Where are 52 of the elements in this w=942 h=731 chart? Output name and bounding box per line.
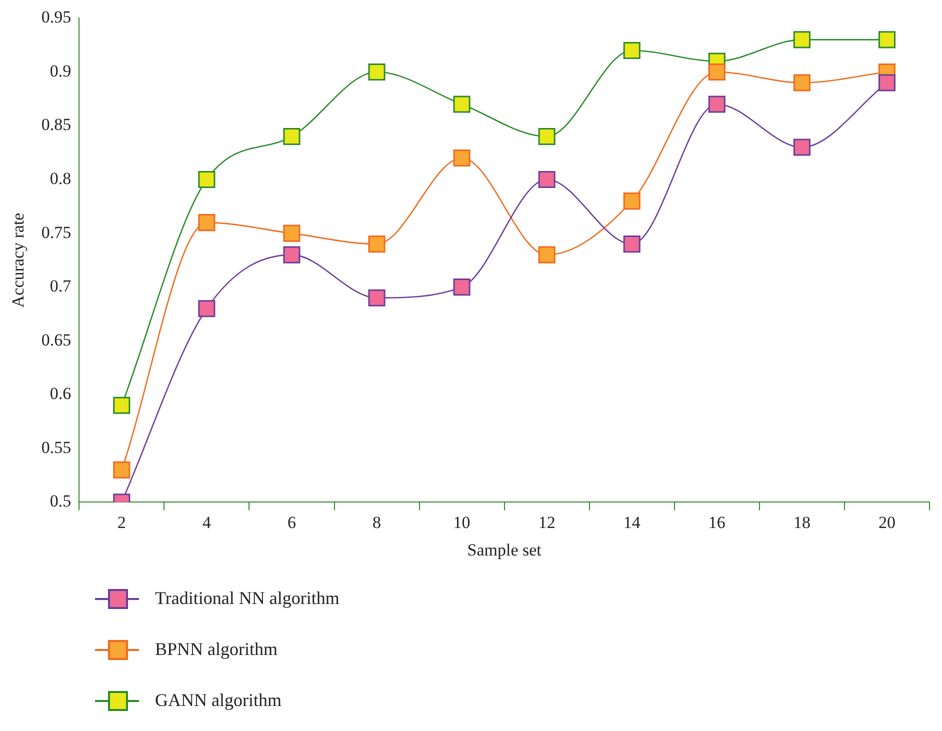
x-tick-label: 12: [538, 512, 556, 532]
point: [198, 300, 216, 318]
point: [878, 31, 896, 48]
y-tick-label: 0.65: [41, 330, 72, 350]
y-axis-title: Accuracy rate: [8, 212, 28, 308]
y-tick-label: 0.9: [50, 61, 72, 80]
y-tick-label: 0.75: [41, 222, 72, 242]
legend-label: Traditional NN algorithm: [155, 588, 340, 609]
point: [283, 224, 300, 242]
point: [368, 236, 386, 253]
point: [453, 278, 470, 296]
y-tick-label: 0.7: [50, 276, 72, 296]
point: [793, 138, 810, 156]
point: [623, 42, 640, 59]
y-tick-label: 0.85: [41, 115, 72, 134]
x-tick-label: 20: [878, 512, 896, 532]
legend-label: GANN algorithm: [155, 690, 282, 711]
point: [538, 246, 556, 264]
point: [623, 192, 640, 210]
point: [283, 246, 300, 264]
y-tick-label: 0.8: [50, 169, 72, 188]
point: [198, 214, 216, 232]
point: [453, 149, 470, 167]
x-tick-label: 10: [453, 512, 470, 532]
x-tick-label: 6: [287, 512, 296, 532]
point: [538, 171, 556, 188]
point: [793, 74, 810, 92]
point: [878, 74, 896, 92]
y-tick-label: 0.6: [50, 384, 72, 404]
point: [113, 461, 130, 478]
y-tick-label: 0.5: [50, 492, 72, 511]
x-tick-label: 16: [708, 512, 726, 532]
x-tick-label: 18: [793, 512, 810, 532]
point: [708, 96, 726, 113]
y-tick-label: 0.95: [41, 8, 72, 27]
legend-label: BPNN algorithm: [155, 639, 278, 660]
x-tick-label: 2: [117, 512, 126, 532]
point: [708, 63, 726, 81]
point: [453, 96, 470, 113]
x-axis-title: Sample set: [467, 540, 542, 560]
point: [113, 396, 130, 414]
x-tick-label: 8: [372, 512, 382, 532]
y-tick-label: 0.55: [41, 438, 72, 457]
point: [538, 128, 556, 146]
x-tick-label: 14: [623, 512, 641, 532]
point: [623, 236, 640, 253]
point: [368, 289, 386, 306]
x-tick-label: 4: [202, 512, 212, 532]
point: [283, 128, 300, 146]
point: [368, 63, 386, 81]
point: [793, 31, 810, 48]
point: [198, 171, 216, 188]
